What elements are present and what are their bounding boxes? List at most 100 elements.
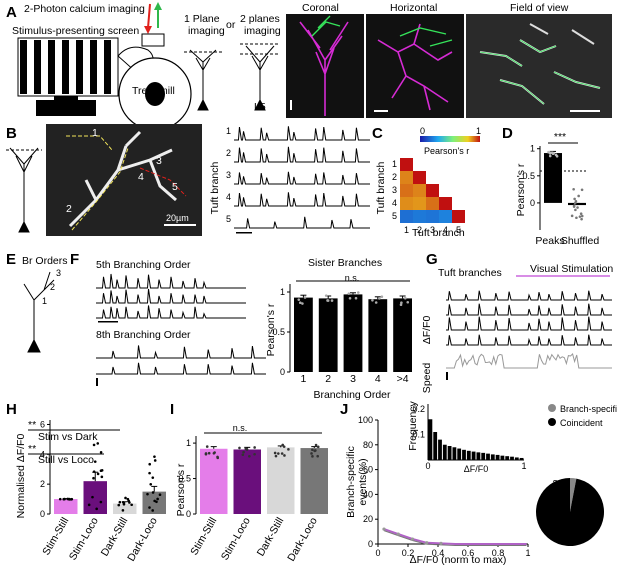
data-point	[100, 469, 104, 472]
data-point	[124, 496, 127, 500]
x-tick-label: Stim-Still	[188, 516, 219, 558]
c-ytick: 5	[392, 211, 397, 221]
g-stim-bar	[516, 275, 610, 277]
f-ns: n.s.	[345, 273, 360, 283]
y-tick-label: 1	[186, 438, 191, 448]
bar	[300, 448, 328, 514]
b-time-scale	[236, 232, 252, 234]
heatmap-cell	[426, 197, 439, 210]
heatmap-diag-cell	[400, 158, 413, 171]
hist-bar	[514, 457, 519, 460]
stripe	[20, 40, 27, 94]
stripe	[76, 40, 83, 94]
j-inset-xlabel: ΔF/F0	[464, 464, 489, 474]
panel-label-g: G	[426, 251, 438, 268]
b-neuron-icon	[6, 147, 42, 233]
heatmap-diag-cell	[426, 184, 439, 197]
data-point	[92, 443, 96, 447]
data-point	[577, 194, 580, 198]
g-trace-1	[446, 290, 612, 301]
stripe	[48, 40, 55, 94]
data-point	[122, 502, 126, 506]
b-trace-1	[234, 126, 370, 141]
hist-bar	[452, 447, 457, 460]
d-ylabel: Pearson's r	[515, 163, 527, 216]
data-point	[153, 455, 156, 458]
g-scale	[446, 372, 448, 380]
data-point	[399, 303, 403, 307]
data-point	[155, 500, 158, 504]
b-img-label-2: 2	[66, 203, 72, 215]
data-point	[400, 301, 403, 305]
data-point	[354, 296, 358, 300]
f-title-bottom: 8th Branching Order	[96, 329, 191, 341]
y-tick-label: 0.5	[272, 327, 285, 337]
data-point	[216, 455, 219, 459]
data-point	[283, 454, 286, 457]
c-xtick: 3	[430, 225, 435, 235]
neuron-one-plane-icon	[184, 49, 222, 111]
data-point	[87, 503, 91, 507]
y-tick-label: 0	[280, 367, 285, 377]
treadmill-label: Treadmill	[132, 85, 175, 97]
view-field: Field of view	[510, 2, 569, 14]
j-point	[382, 527, 386, 531]
heatmap-cell	[400, 197, 413, 210]
b-trace-3	[234, 171, 370, 185]
j-line	[383, 528, 527, 545]
hist-bar	[438, 439, 442, 460]
heatmap-cell	[400, 171, 413, 184]
h-stars1: **	[28, 419, 36, 431]
d-cat-shuffled: Shuffled	[561, 235, 599, 247]
c-heatmap	[400, 158, 465, 223]
data-point	[204, 452, 208, 455]
a-layer: L5	[254, 101, 266, 113]
c-xtick: 5	[456, 225, 461, 235]
b-scale: 20µm	[166, 213, 189, 223]
data-point	[91, 495, 94, 499]
data-point	[121, 500, 125, 504]
bar	[544, 153, 562, 203]
data-point	[207, 451, 211, 455]
hist-bar	[510, 456, 514, 460]
x-tick-label: Dark-Loco	[285, 515, 320, 563]
data-point	[548, 154, 552, 158]
b-trace-2	[234, 146, 370, 163]
data-point	[148, 462, 152, 466]
e-order-3: 3	[56, 268, 61, 278]
bar	[142, 491, 166, 514]
data-point	[311, 455, 314, 458]
inset-ytick: 0.1	[412, 430, 425, 440]
b-ylabel: Tuft branch	[209, 161, 221, 214]
data-point	[576, 206, 579, 209]
c-xtick: 1	[404, 225, 409, 235]
data-point	[403, 296, 407, 300]
x-tick-label: Dark-Still	[255, 516, 287, 559]
c-colorbar	[420, 136, 480, 142]
x-tick-label: Stim-Loco	[219, 515, 253, 562]
c-xtick: 4	[443, 225, 448, 235]
hist-bar	[428, 419, 433, 460]
j-pie	[536, 478, 605, 546]
data-point	[95, 507, 98, 511]
coronal-view	[286, 14, 364, 118]
c-cbar-max: 1	[476, 126, 481, 136]
x-tick-label: 0.8	[492, 548, 505, 558]
j-ylabel-top: Branch-specific	[345, 446, 357, 518]
c-xtick: 2	[417, 225, 422, 235]
stripe	[62, 40, 69, 94]
b-img-label-1: 1	[92, 127, 98, 139]
y-tick-label: 1	[280, 287, 285, 297]
j-point	[396, 532, 400, 536]
y-tick-label: 100	[358, 415, 373, 425]
f-chart: 1 0.5 0 1 2 3 4 >4	[272, 280, 412, 385]
b-row-1: 1	[226, 126, 231, 136]
x-tick-label: 0.6	[462, 548, 475, 558]
a-title: 2-Photon calcium imaging	[24, 3, 145, 15]
j-pie-label: 3%	[552, 478, 567, 490]
x-tick-label: 3	[350, 373, 356, 385]
data-point	[274, 454, 278, 458]
data-point	[148, 506, 151, 509]
f-scale-v	[96, 378, 98, 386]
